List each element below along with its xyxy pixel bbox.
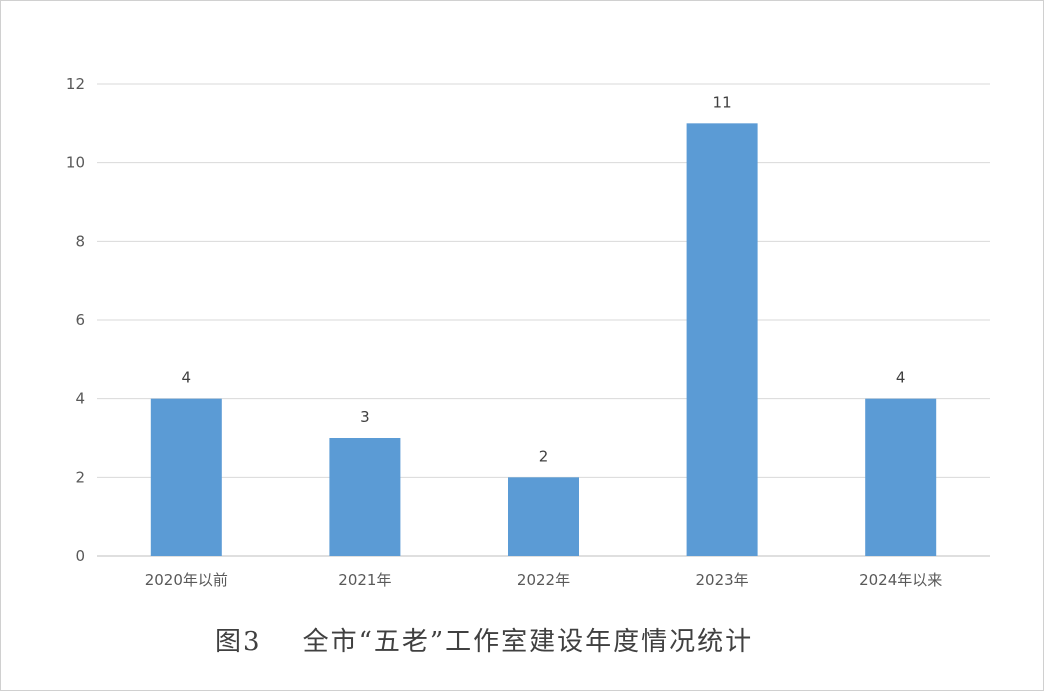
- x-tick-label: 2020年以前: [145, 571, 228, 589]
- figure-caption: 图3 全市“五老”工作室建设年度情况统计: [215, 627, 754, 657]
- x-tick-label: 2021年: [338, 571, 391, 589]
- bar: [508, 477, 579, 556]
- y-tick-label: 4: [75, 390, 85, 408]
- data-label: 4: [896, 369, 906, 387]
- y-tick-label: 0: [75, 547, 85, 565]
- y-tick-label: 8: [75, 232, 85, 250]
- y-tick-label: 6: [75, 311, 85, 329]
- y-tick-label: 10: [66, 154, 85, 172]
- x-tick-label: 2023年: [696, 571, 749, 589]
- bar: [865, 398, 937, 556]
- bar: [686, 123, 758, 556]
- data-label: 3: [360, 408, 370, 426]
- gridlines: [97, 83, 990, 557]
- data-label: 11: [713, 93, 732, 111]
- bar: [150, 398, 222, 556]
- y-tick-label: 12: [66, 75, 85, 93]
- x-tick-label: 2022年: [517, 571, 570, 589]
- y-tick-label: 2: [75, 468, 85, 486]
- y-axis: 0 2 4 6 8 10 12: [66, 75, 85, 565]
- bars: 4 3 2 11 4: [150, 93, 937, 556]
- x-tick-label: 2024年以来: [859, 571, 942, 589]
- x-axis: 2020年以前 2021年 2022年 2023年 2024年以来: [145, 571, 943, 589]
- data-label: 2: [539, 447, 549, 465]
- data-label: 4: [182, 369, 192, 387]
- bar: [329, 438, 401, 556]
